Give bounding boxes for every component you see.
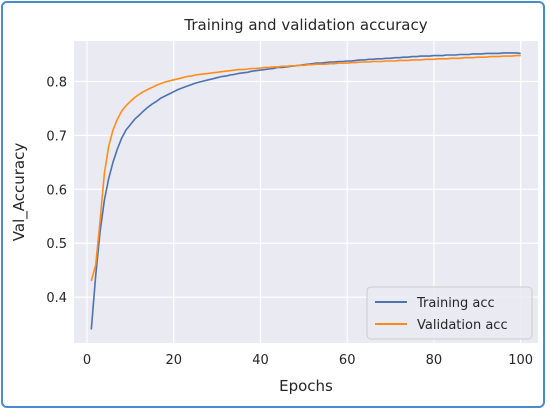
y-tick-label: 0.6 bbox=[46, 183, 67, 198]
series-lines bbox=[90, 52, 521, 330]
legend-label: Training acc bbox=[416, 296, 495, 311]
chart-title: Training and validation accuracy bbox=[183, 16, 427, 34]
series-line-validation bbox=[90, 54, 521, 282]
x-tick-label: 0 bbox=[83, 353, 91, 368]
x-tick-label: 80 bbox=[426, 353, 443, 368]
y-tick-label: 0.5 bbox=[46, 237, 67, 252]
legend-label: Validation acc bbox=[417, 318, 508, 333]
y-tick-label: 0.7 bbox=[46, 129, 67, 144]
legend-box bbox=[366, 286, 533, 340]
grid-lines bbox=[74, 41, 538, 343]
y-tick-label: 0.4 bbox=[46, 291, 67, 306]
tick-labels: 0 20 40 60 80 100 0.4 0.5 0.6 0.7 0.8 bbox=[46, 75, 533, 368]
x-tick-label: 100 bbox=[508, 353, 533, 368]
x-tick-label: 20 bbox=[165, 353, 182, 368]
x-axis-label: Epochs bbox=[279, 377, 333, 395]
x-tick-label: 60 bbox=[339, 353, 356, 368]
x-tick-label: 40 bbox=[252, 353, 269, 368]
y-axis-label: Val_Accuracy bbox=[10, 143, 29, 242]
y-tick-label: 0.8 bbox=[46, 75, 67, 90]
legend: Training acc Validation acc bbox=[366, 286, 533, 340]
